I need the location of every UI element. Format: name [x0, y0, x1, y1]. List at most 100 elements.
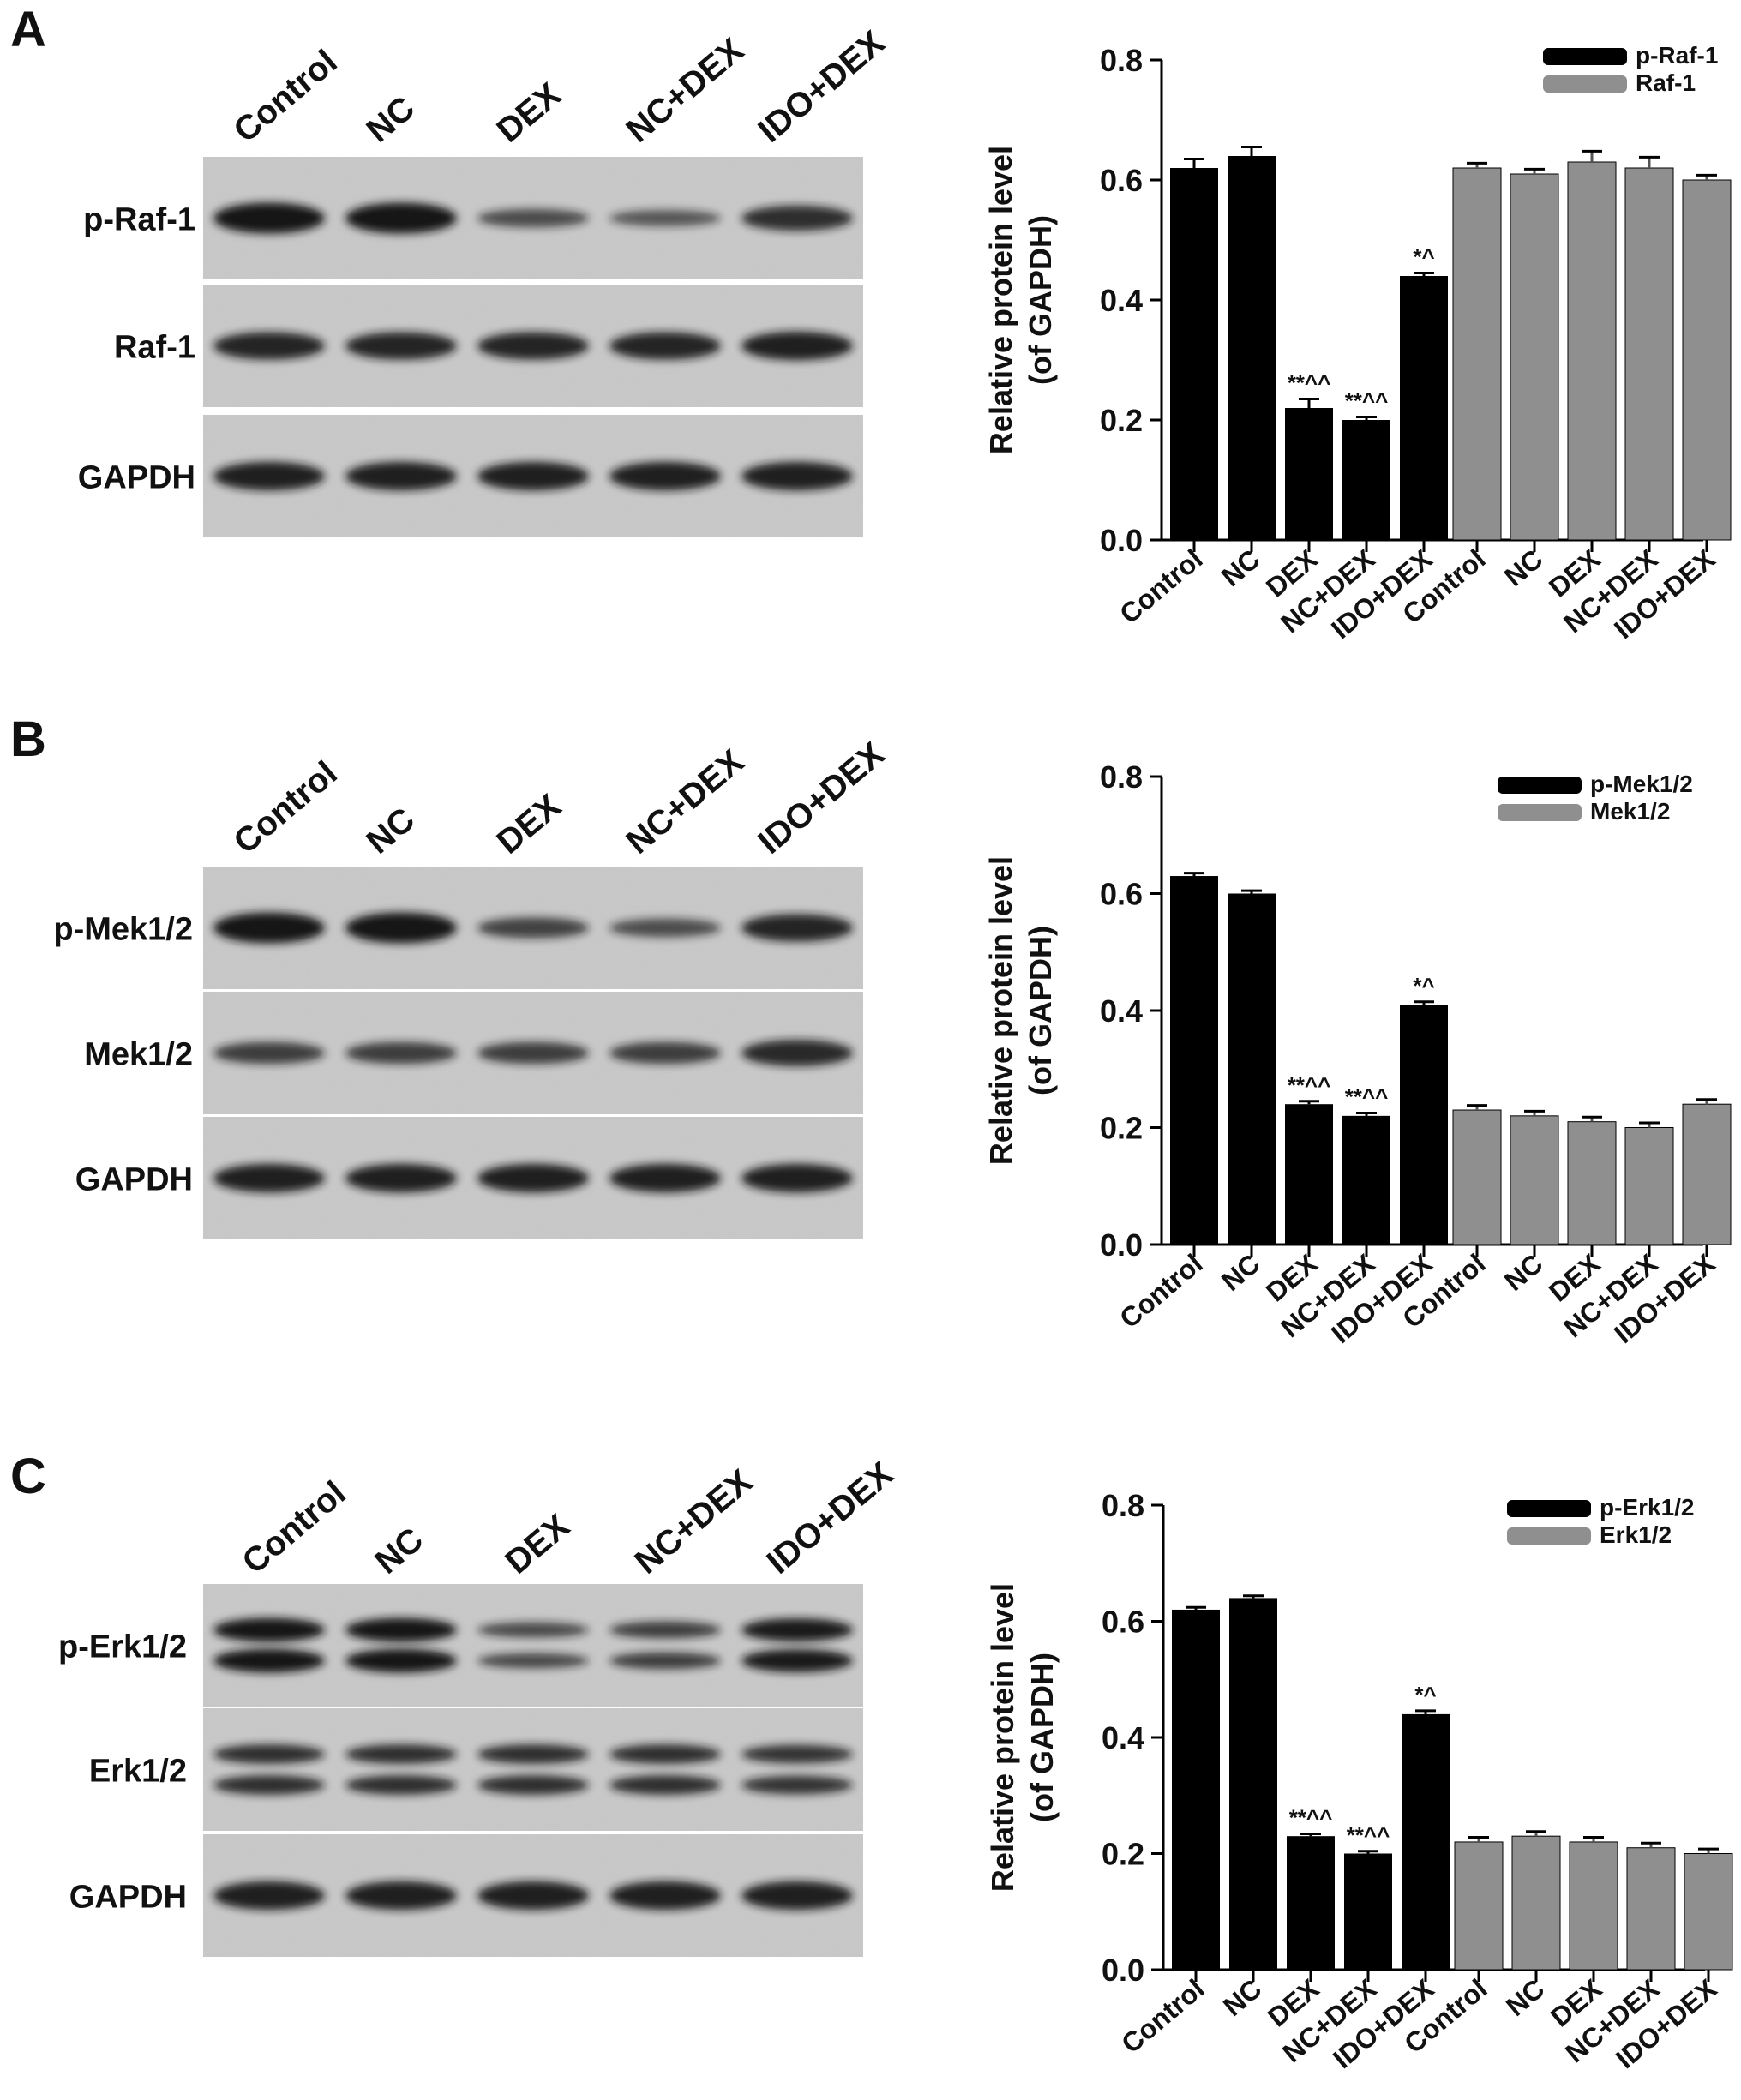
protein-band — [477, 332, 589, 360]
blot-label: GAPDH — [75, 1162, 193, 1198]
bar — [1682, 1103, 1732, 1245]
protein-band — [345, 332, 457, 360]
bar-chart: 0.0 0.2 0.4 0.6 0.8 Relative protein level (of… — [983, 759, 1732, 1349]
y-tick-label: 0.6 — [1100, 163, 1143, 198]
protein-band — [345, 1648, 457, 1673]
series-1 — [1454, 1830, 1733, 1971]
y-tick-label: 0.4 — [1100, 283, 1143, 318]
x-tick-label: NC — [1216, 543, 1266, 592]
protein-band — [477, 1622, 589, 1638]
panel-letter: A — [10, 2, 46, 57]
y-tick-label: 0.4 — [1102, 1720, 1144, 1755]
protein-band — [609, 1775, 721, 1795]
protein-band — [609, 1652, 721, 1670]
protein-band — [213, 912, 325, 944]
bar — [1285, 1104, 1333, 1245]
membrane-texture — [203, 1708, 863, 1831]
y-tick-label: 0.2 — [1102, 1837, 1144, 1872]
lane-headers: Control NC DEX NC+DEX IDO+DEX — [236, 1455, 901, 1581]
blot-row: GAPDH — [78, 415, 863, 537]
y-axis-label: (of GAPDH) — [1023, 926, 1058, 1095]
blot-row: GAPDH — [69, 1834, 863, 1957]
y-tick-label: 0.0 — [1100, 1227, 1143, 1263]
protein-band — [609, 461, 721, 491]
western-blot: p-Erk1/2 Erk1/2 GAPDH — [58, 1584, 863, 1957]
bar — [1402, 1713, 1450, 1970]
protein-band — [741, 1618, 853, 1641]
protein-band — [477, 208, 589, 228]
blot-row: p-Mek1/2 — [53, 867, 863, 989]
protein-band — [345, 1041, 457, 1065]
series-1 — [1452, 149, 1732, 541]
protein-band — [609, 1041, 721, 1065]
bar — [1511, 1835, 1561, 1971]
blot-row: p-Raf-1 — [83, 157, 863, 279]
significance-label: *^ — [1413, 244, 1434, 270]
protein-band — [741, 331, 853, 361]
legend-swatch — [1507, 1500, 1591, 1517]
panel-c: C Control NC DEX NC+DEX IDO+DEXp-Erk1/2Erk1/2… — [10, 1449, 1733, 2074]
protein-band — [345, 1617, 457, 1642]
protein-band — [345, 461, 457, 491]
protein-band — [741, 1744, 853, 1764]
bar — [1170, 876, 1218, 1245]
legend-swatch — [1543, 48, 1627, 65]
y-tick-label: 0.0 — [1102, 1953, 1144, 1988]
lane-header: IDO+DEX — [760, 1455, 901, 1581]
panel-letter: B — [10, 711, 46, 767]
significance-label: *^ — [1413, 973, 1434, 999]
lane-header: DEX — [490, 75, 569, 150]
bar-chart: 0.0 0.2 0.4 0.6 0.8 Relative protein level (of… — [985, 1488, 1733, 2074]
blot-row: Erk1/2 — [89, 1708, 863, 1831]
y-tick-label: 0.8 — [1100, 43, 1143, 78]
bar — [1228, 156, 1276, 540]
series-0: **^^ **^^ *^ — [1172, 1594, 1450, 1970]
protein-band — [345, 1881, 457, 1911]
blot-row: Mek1/2 — [84, 992, 863, 1114]
protein-band — [477, 1041, 589, 1065]
legend-swatch — [1543, 75, 1627, 93]
protein-band — [609, 1881, 721, 1911]
protein-band — [609, 1621, 721, 1639]
lane-header: NC — [360, 89, 423, 150]
significance-label: **^^ — [1347, 1822, 1390, 1848]
bar — [1400, 276, 1448, 540]
lane-header: Control — [227, 43, 345, 150]
membrane-texture — [203, 1584, 863, 1707]
bar — [1452, 1109, 1502, 1245]
x-tick-label: NC — [1216, 1248, 1266, 1297]
protein-band — [477, 917, 589, 939]
blot-label: p-Erk1/2 — [58, 1629, 187, 1665]
lane-header: IDO+DEX — [752, 735, 892, 861]
protein-band — [477, 1881, 589, 1911]
y-axis-label: Relative protein level — [983, 146, 1018, 454]
bar — [1170, 168, 1218, 540]
lane-header: IDO+DEX — [752, 23, 892, 150]
protein-band — [213, 1041, 325, 1065]
lane-header: NC — [369, 1521, 431, 1581]
lane-header: NC+DEX — [620, 742, 752, 861]
lane-header: NC — [360, 801, 423, 861]
bar — [1684, 1853, 1733, 1971]
legend-label: Raf-1 — [1636, 69, 1696, 96]
protein-band — [609, 918, 721, 938]
protein-band — [213, 1744, 325, 1764]
y-tick-label: 0.2 — [1100, 403, 1143, 438]
bar — [1452, 167, 1502, 541]
protein-band — [213, 1163, 325, 1193]
y-axis-label: (of GAPDH) — [1024, 1653, 1060, 1822]
series-0: **^^ **^^ *^ — [1170, 872, 1448, 1245]
western-blot: p-Mek1/2 Mek1/2 GAPDH — [53, 867, 863, 1239]
bar — [1626, 1847, 1676, 1971]
x-tick-label: NC — [1500, 1973, 1551, 2022]
protein-band — [741, 1649, 853, 1672]
protein-band — [345, 912, 457, 944]
protein-band — [345, 1744, 457, 1764]
series-0: **^^ **^^ *^ — [1170, 146, 1448, 540]
protein-band — [345, 202, 457, 234]
protein-band — [741, 1163, 853, 1193]
protein-band — [345, 1775, 457, 1795]
lane-header: DEX — [490, 787, 569, 861]
